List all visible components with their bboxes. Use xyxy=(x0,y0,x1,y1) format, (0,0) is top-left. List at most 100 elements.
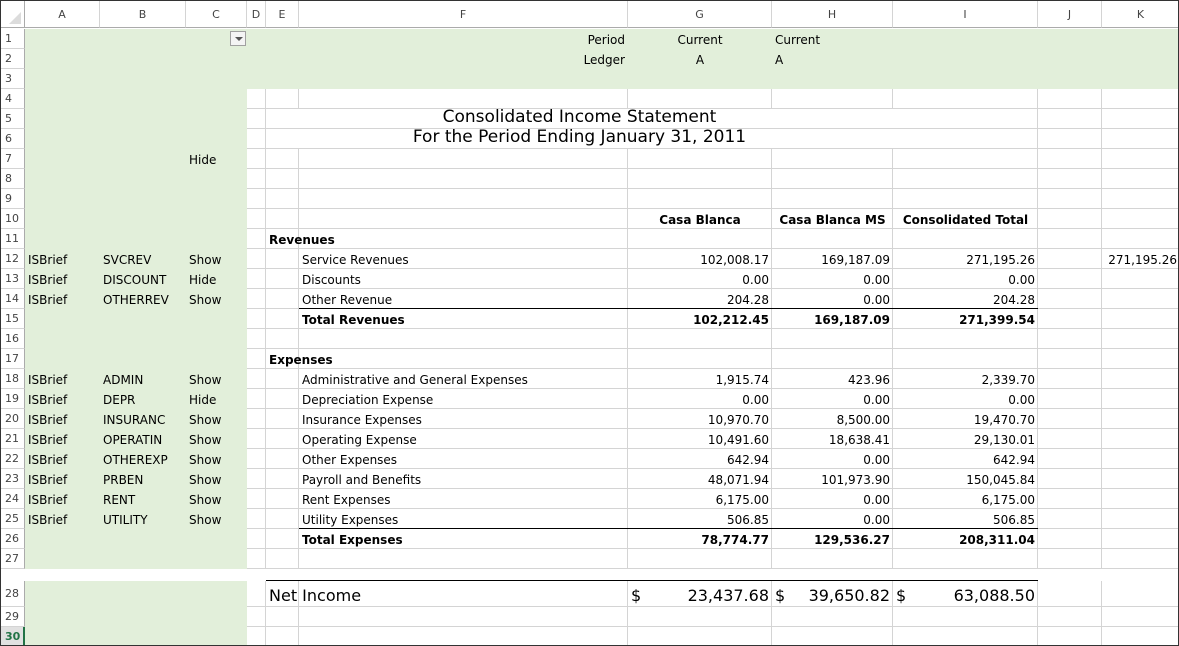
cell-I18[interactable] xyxy=(893,369,1038,389)
row-header-25[interactable]: 25 xyxy=(1,509,25,529)
cell-G11[interactable] xyxy=(628,229,772,249)
cell-H13[interactable] xyxy=(772,269,893,289)
row-header-20[interactable]: 20 xyxy=(1,409,25,429)
cell-A4[interactable] xyxy=(25,89,100,109)
column-header-D[interactable]: D xyxy=(247,1,266,28)
cell-I7[interactable] xyxy=(893,149,1038,169)
cell-A25[interactable] xyxy=(25,509,100,529)
cell-K20[interactable] xyxy=(1102,409,1178,429)
cell-F27[interactable] xyxy=(299,549,628,569)
cell-F11[interactable] xyxy=(299,229,628,249)
cell-F16[interactable] xyxy=(299,329,628,349)
cell-B2[interactable] xyxy=(100,49,186,69)
cell-H7[interactable] xyxy=(772,149,893,169)
cell-B3[interactable] xyxy=(100,69,186,89)
cell-G12[interactable] xyxy=(628,249,772,269)
cell-H15[interactable] xyxy=(772,309,893,329)
cell-C25[interactable] xyxy=(186,509,247,529)
cell-J23[interactable] xyxy=(1038,469,1102,489)
row-header-23[interactable]: 23 xyxy=(1,469,25,489)
cell-H24[interactable] xyxy=(772,489,893,509)
cell-D14[interactable] xyxy=(247,289,266,309)
cell-B13[interactable] xyxy=(100,269,186,289)
cell-J8[interactable] xyxy=(1038,169,1102,189)
cell-I26[interactable] xyxy=(893,529,1038,549)
cell-K24[interactable] xyxy=(1102,489,1178,509)
cell-I30[interactable] xyxy=(893,627,1038,645)
cell-H19[interactable] xyxy=(772,389,893,409)
cell-E20[interactable] xyxy=(266,409,299,429)
row-header-29[interactable]: 29 xyxy=(1,607,25,627)
cell-B19[interactable] xyxy=(100,389,186,409)
cell-F15[interactable] xyxy=(299,309,628,329)
row-header-19[interactable]: 19 xyxy=(1,389,25,409)
row-header-10[interactable]: 10 xyxy=(1,209,25,229)
cell-I11[interactable] xyxy=(893,229,1038,249)
cell-G2[interactable] xyxy=(628,49,772,69)
cell-C19[interactable] xyxy=(186,389,247,409)
cell-B6[interactable] xyxy=(100,129,186,149)
row-header-11[interactable]: 11 xyxy=(1,229,25,249)
cell-E4[interactable] xyxy=(266,89,299,109)
cell-B8[interactable] xyxy=(100,169,186,189)
cell-B10[interactable] xyxy=(100,209,186,229)
cell-C15[interactable] xyxy=(186,309,247,329)
row-header-8[interactable]: 8 xyxy=(1,169,25,189)
cell-D30[interactable] xyxy=(247,627,266,645)
cell-C20[interactable] xyxy=(186,409,247,429)
cell-H18[interactable] xyxy=(772,369,893,389)
cell-A1[interactable] xyxy=(25,29,100,49)
cell-K7[interactable] xyxy=(1102,149,1178,169)
cell-A5[interactable] xyxy=(25,109,100,129)
cell-I13[interactable] xyxy=(893,269,1038,289)
cell-J13[interactable] xyxy=(1038,269,1102,289)
chevron-down-icon[interactable] xyxy=(230,31,246,46)
cell-J4[interactable] xyxy=(1038,89,1102,109)
cell-H21[interactable] xyxy=(772,429,893,449)
cell-H17[interactable] xyxy=(772,349,893,369)
cell-K4[interactable] xyxy=(1102,89,1178,109)
cell-H3[interactable] xyxy=(772,69,893,89)
cell-B15[interactable] xyxy=(100,309,186,329)
cell-J16[interactable] xyxy=(1038,329,1102,349)
cell-H2[interactable] xyxy=(772,49,893,69)
cell-G16[interactable] xyxy=(628,329,772,349)
cell-G27[interactable] xyxy=(628,549,772,569)
cell-C10[interactable] xyxy=(186,209,247,229)
cell-J10[interactable] xyxy=(1038,209,1102,229)
cell-I9[interactable] xyxy=(893,189,1038,209)
row-header-16[interactable]: 16 xyxy=(1,329,25,349)
cell-H11[interactable] xyxy=(772,229,893,249)
cell-K3[interactable] xyxy=(1102,69,1178,89)
cell-K13[interactable] xyxy=(1102,269,1178,289)
cell-F10[interactable] xyxy=(299,209,628,229)
cell-E21[interactable] xyxy=(266,429,299,449)
cell-F28[interactable] xyxy=(299,581,628,607)
cell-G23[interactable] xyxy=(628,469,772,489)
column-header-A[interactable]: A xyxy=(25,1,100,28)
cell-K5[interactable] xyxy=(1102,109,1178,129)
cell-B30[interactable] xyxy=(100,627,186,645)
column-header-C[interactable]: C xyxy=(186,1,247,28)
cell-I10[interactable] xyxy=(893,209,1038,229)
cell-H9[interactable] xyxy=(772,189,893,209)
cell-F7[interactable] xyxy=(299,149,628,169)
cell-I28[interactable] xyxy=(893,581,1038,607)
cell-C24[interactable] xyxy=(186,489,247,509)
cell-F8[interactable] xyxy=(299,169,628,189)
cell-J30[interactable] xyxy=(1038,627,1102,645)
cell-J20[interactable] xyxy=(1038,409,1102,429)
cell-J26[interactable] xyxy=(1038,529,1102,549)
cell-B22[interactable] xyxy=(100,449,186,469)
cell-E28[interactable] xyxy=(266,581,299,607)
row-header-2[interactable]: 2 xyxy=(1,49,25,69)
cell-K19[interactable] xyxy=(1102,389,1178,409)
cell-C23[interactable] xyxy=(186,469,247,489)
cell-I23[interactable] xyxy=(893,469,1038,489)
cell-B24[interactable] xyxy=(100,489,186,509)
cell-F12[interactable] xyxy=(299,249,628,269)
cell-E23[interactable] xyxy=(266,469,299,489)
cell-E26[interactable] xyxy=(266,529,299,549)
cell-A19[interactable] xyxy=(25,389,100,409)
cell-D7[interactable] xyxy=(247,149,266,169)
